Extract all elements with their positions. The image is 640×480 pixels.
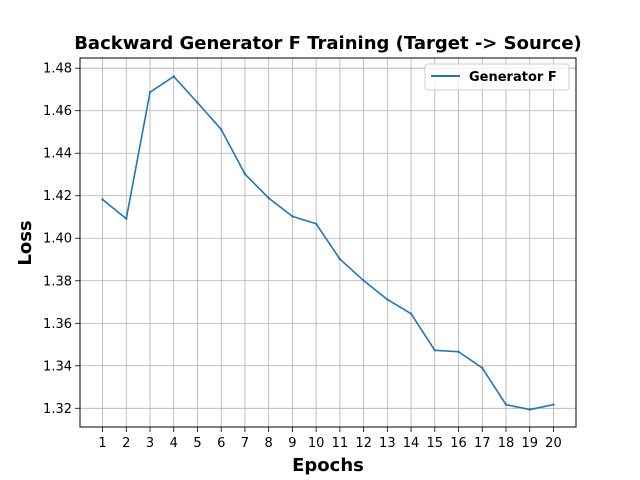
x-tick-label: 11: [332, 436, 349, 451]
data-point: [433, 349, 436, 352]
data-point: [267, 196, 270, 200]
plot-frame: [79, 57, 577, 428]
y-tick-label: 1.32: [43, 402, 72, 417]
y-tick-label: 1.40: [43, 232, 72, 247]
x-tick-label: 16: [450, 436, 467, 451]
data-point: [338, 257, 342, 261]
x-tick-label: 4: [170, 436, 178, 451]
x-axis-ticks: 1 2 3 4 5 6 7 8 9 10 11 12 13 14 15 16 17 18 19 20: [98, 427, 562, 451]
x-tick-label: 19: [521, 436, 538, 451]
data-point: [220, 128, 223, 131]
legend-label-generator-f: Generator F: [469, 70, 557, 85]
data-point: [504, 403, 508, 406]
x-tick-label: 20: [545, 436, 562, 451]
y-tick-label: 1.38: [43, 274, 72, 289]
x-axis-label: Epochs: [292, 455, 364, 476]
series-layer: [101, 75, 555, 411]
x-tick-label: 5: [193, 436, 201, 451]
y-tick-label: 1.42: [43, 189, 72, 204]
x-tick-label: 13: [379, 436, 396, 451]
data-point: [362, 279, 365, 282]
x-tick-label: 15: [427, 436, 444, 451]
x-tick-label: 10: [308, 436, 325, 451]
data-point: [409, 312, 413, 315]
data-point: [148, 91, 152, 94]
data-point: [101, 198, 104, 201]
x-tick-label: 1: [98, 436, 106, 451]
x-tick-label: 3: [146, 436, 154, 451]
legend: Generator F: [424, 63, 570, 91]
x-tick-label: 9: [288, 436, 296, 451]
x-tick-label: 17: [474, 436, 491, 451]
x-tick-label: 12: [355, 436, 372, 451]
x-tick-label: 8: [265, 436, 273, 451]
data-point: [314, 222, 318, 225]
x-tick-label: 2: [122, 436, 130, 451]
data-point: [172, 75, 175, 78]
y-tick-label: 1.36: [43, 317, 72, 332]
y-tick-label: 1.34: [43, 359, 72, 374]
data-point: [386, 298, 389, 301]
data-point: [481, 366, 484, 370]
data-point: [528, 408, 531, 411]
y-tick-label: 1.48: [43, 62, 72, 77]
data-point: [457, 350, 460, 353]
data-point: [125, 217, 128, 220]
chart-title: Backward Generator F Training (Target ->…: [74, 33, 582, 54]
y-axis-label: Loss: [15, 220, 36, 265]
x-tick-label: 7: [241, 436, 249, 451]
data-point: [552, 403, 555, 406]
legend-box: [424, 63, 570, 91]
data-point: [291, 215, 294, 218]
x-tick-label: 14: [403, 436, 420, 451]
y-tick-label: 1.46: [43, 104, 72, 119]
series-line-generator-f: [101, 75, 555, 411]
y-tick-label: 1.44: [43, 147, 72, 162]
y-axis-ticks: 1.32 1.34 1.36 1.38 1.40 1.42 1.44 1.46 1.48: [43, 62, 80, 417]
x-tick-label: 6: [217, 436, 225, 451]
data-point: [243, 172, 247, 176]
x-tick-label: 18: [498, 436, 515, 451]
data-point: [196, 101, 199, 104]
